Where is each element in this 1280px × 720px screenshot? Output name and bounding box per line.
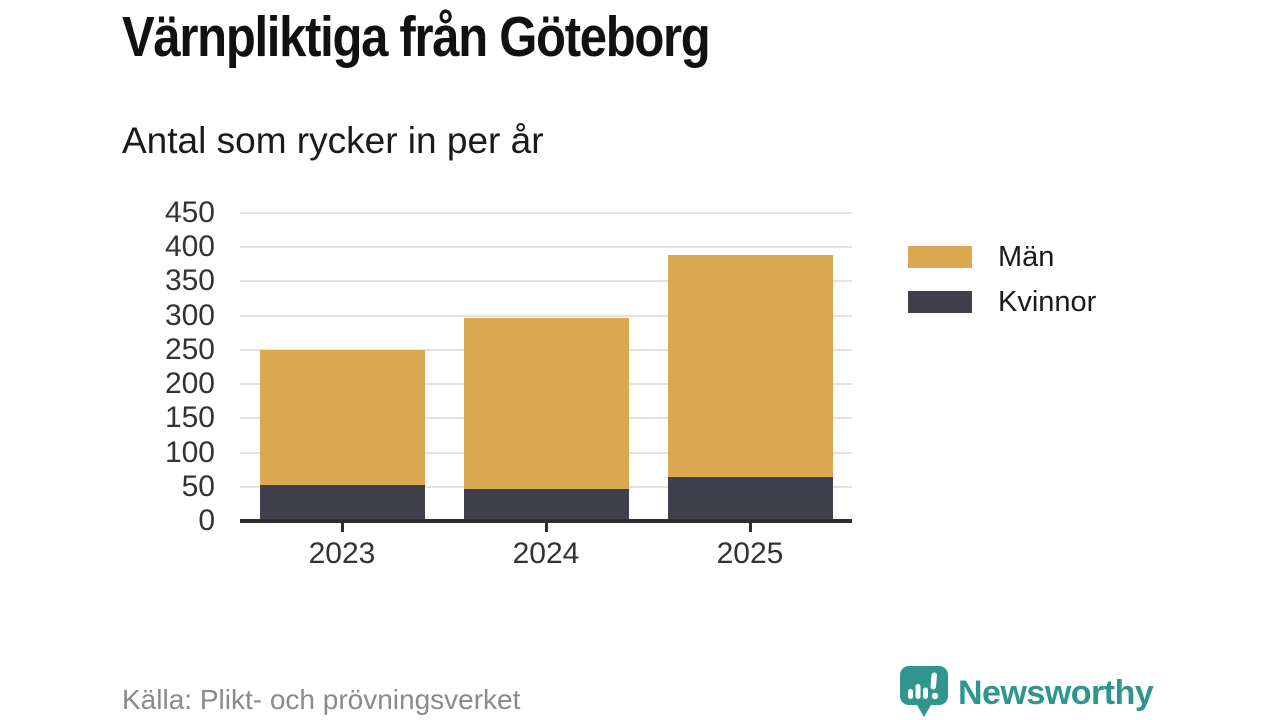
y-axis-label-50: 50 [181, 469, 215, 503]
gridline-400 [240, 246, 852, 249]
legend-item-Män: Män [908, 241, 1096, 273]
x-axis-label-2023: 2023 [308, 537, 376, 570]
gridline-300 [240, 314, 852, 317]
bar-segment-Kvinnor-2025 [667, 477, 833, 521]
y-axis-label-350: 350 [164, 264, 215, 298]
y-axis-label-300: 300 [164, 298, 215, 332]
y-axis-label-450: 450 [164, 196, 215, 229]
y-axis-label-0: 0 [198, 504, 215, 537]
chart-subtitle: Antal som rycker in per år [122, 120, 544, 161]
y-axis-label-150: 150 [164, 401, 215, 435]
bar-chart-speech-bubble-icon [900, 666, 948, 717]
gridline-450 [240, 212, 852, 214]
plot-area: 0 50 100 150 200 250 300 350 400 450 2023 2024 2025 [165, 196, 852, 570]
x-axis-tick-2023 [340, 523, 344, 532]
bar-segment-Kvinnor-2024 [463, 488, 629, 521]
y-axis-label-250: 250 [164, 332, 215, 366]
legend-label-Kvinnor: Kvinnor [998, 286, 1097, 318]
bar-segment-Män-2024 [463, 318, 629, 489]
legend: Män Kvinnor [908, 241, 1097, 336]
x-axis-tick-2024 [544, 523, 548, 532]
x-axis-label-2025: 2025 [716, 537, 784, 570]
brand-logo: Newsworthy [900, 666, 1154, 717]
legend-item-Kvinnor: Kvinnor [908, 286, 1097, 318]
legend-label-Män: Män [998, 241, 1055, 273]
legend-swatch-Kvinnor [908, 291, 972, 313]
y-axis-label-400: 400 [164, 230, 215, 264]
gridline-350 [240, 280, 852, 283]
y-axis-label-200: 200 [164, 367, 215, 401]
x-axis-label-2024: 2024 [512, 537, 580, 570]
x-axis-line [240, 519, 852, 523]
source-note: Källa: Plikt- och prövningsverket [122, 684, 521, 715]
bar-segment-Kvinnor-2023 [259, 485, 425, 521]
bar-segment-Män-2023 [259, 349, 425, 486]
bar-segment-Män-2025 [667, 254, 833, 478]
brand-name: Newsworthy [958, 674, 1154, 712]
y-axis-label-100: 100 [164, 435, 215, 469]
page-title: Värnpliktiga från Göteborg [122, 5, 711, 69]
x-axis-tick-2025 [748, 523, 752, 532]
legend-swatch-Män [908, 246, 972, 268]
